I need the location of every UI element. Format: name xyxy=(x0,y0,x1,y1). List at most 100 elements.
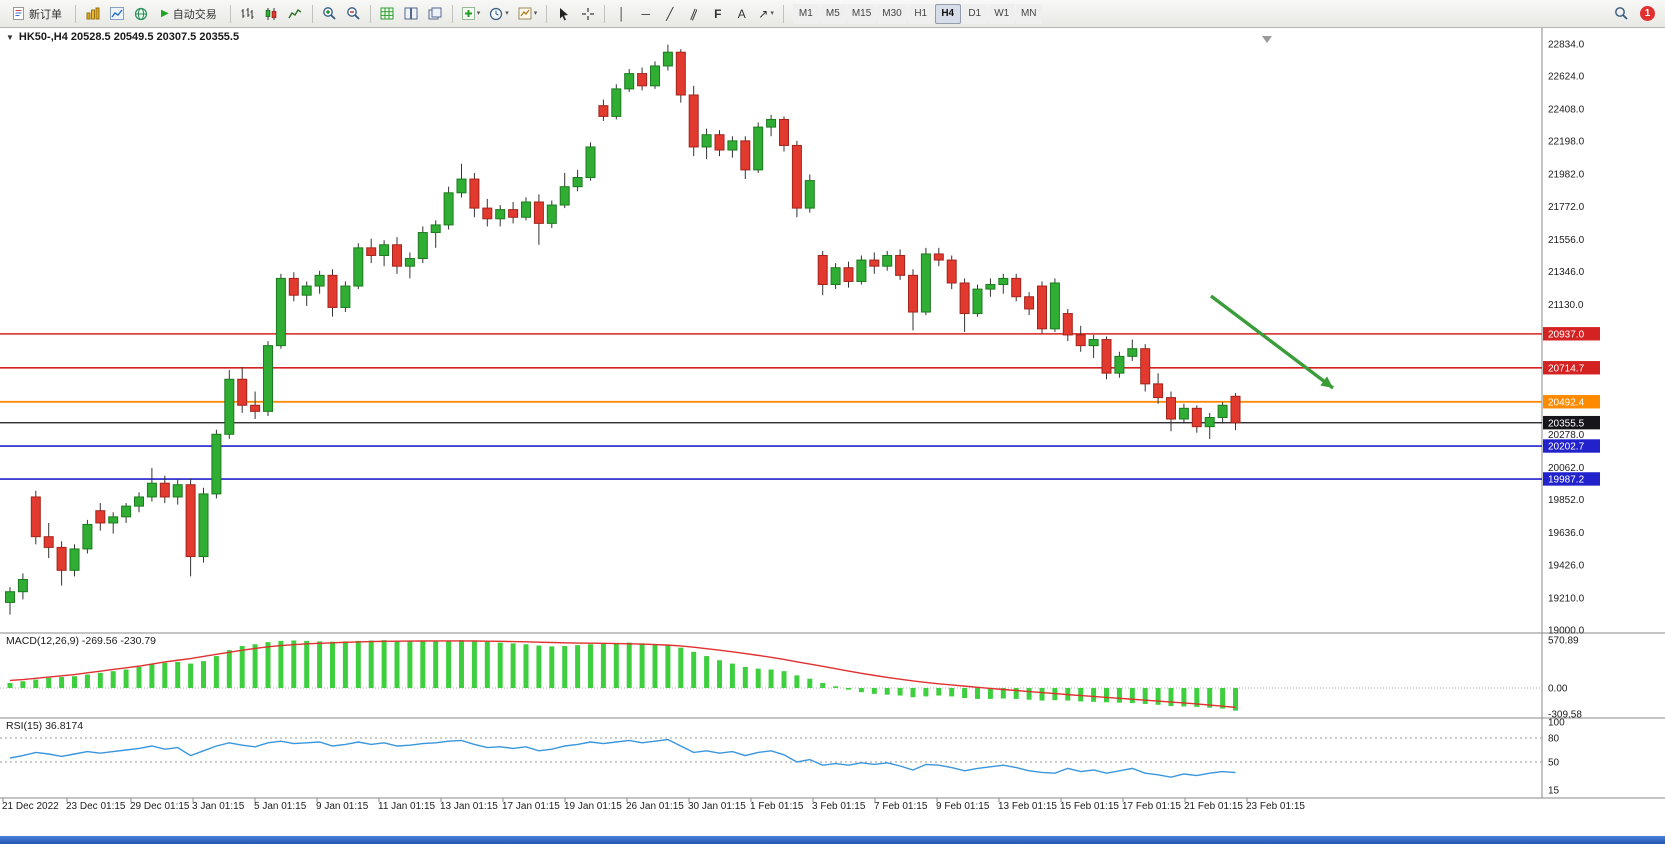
svg-text:13 Feb 01:15: 13 Feb 01:15 xyxy=(998,801,1057,812)
svg-text:21346.0: 21346.0 xyxy=(1548,267,1585,278)
tile-windows-icon[interactable] xyxy=(400,3,423,25)
timeframe-m1[interactable]: M1 xyxy=(792,3,819,24)
trend-arrow xyxy=(1209,294,1335,390)
svg-text:15 Feb 01:15: 15 Feb 01:15 xyxy=(1060,801,1119,812)
svg-text:20937.0: 20937.0 xyxy=(1548,329,1585,340)
timeframe-m15[interactable]: M15 xyxy=(846,3,877,24)
svg-text:3 Jan 01:15: 3 Jan 01:15 xyxy=(192,801,245,812)
new-order-icon xyxy=(13,7,24,20)
toolbar-separator xyxy=(369,4,371,23)
chevron-down-icon: ▾ xyxy=(505,10,509,17)
svg-text:11 Jan 01:15: 11 Jan 01:15 xyxy=(378,801,436,812)
toolbar-separator xyxy=(451,4,453,23)
timeframe-m30[interactable]: M30 xyxy=(877,3,907,24)
svg-text:100: 100 xyxy=(1548,718,1565,729)
chart-canvas[interactable]: 22834.0 22624.0 22408.0 22198.0 21982.0 21772… xyxy=(0,28,1665,836)
rsi-layer: 100 80 50 15 xyxy=(0,718,1565,797)
svg-text:19 Jan 01:15: 19 Jan 01:15 xyxy=(564,801,622,812)
svg-text:21130.0: 21130.0 xyxy=(1548,300,1584,311)
price-axis: 22834.0 22624.0 22408.0 22198.0 21982.0 21772… xyxy=(1548,39,1585,636)
svg-text:19000.0: 19000.0 xyxy=(1548,625,1585,636)
template-icon xyxy=(518,7,532,20)
svg-text:22834.0: 22834.0 xyxy=(1548,39,1585,50)
add-indicator-button[interactable]: ▾ xyxy=(458,3,485,25)
arrows-tool[interactable]: ↗ ▾ xyxy=(754,3,778,25)
new-order-button[interactable]: 新订单 xyxy=(4,3,70,25)
svg-text:21556.0: 21556.0 xyxy=(1548,235,1585,246)
fibonacci-tool[interactable]: F xyxy=(706,3,729,25)
candlestick-chart-type-icon[interactable] xyxy=(260,3,283,25)
svg-text:13 Jan 01:15: 13 Jan 01:15 xyxy=(440,801,498,812)
svg-text:0.00: 0.00 xyxy=(1548,683,1568,694)
vertical-line-tool[interactable]: │ xyxy=(610,3,633,25)
clock-icon xyxy=(490,7,503,20)
svg-text:9 Feb 01:15: 9 Feb 01:15 xyxy=(936,801,990,812)
svg-text:22198.0: 22198.0 xyxy=(1548,137,1585,148)
timeframe-h4[interactable]: H4 xyxy=(934,3,961,24)
template-button[interactable]: ▾ xyxy=(514,3,542,25)
bar-chart-type-icon[interactable] xyxy=(236,3,259,25)
svg-text:5 Jan 01:15: 5 Jan 01:15 xyxy=(254,801,307,812)
profile-chart-icon[interactable] xyxy=(105,3,128,25)
timeframe-w1[interactable]: W1 xyxy=(988,3,1015,24)
svg-text:19987.2: 19987.2 xyxy=(1548,475,1585,486)
svg-text:21 Feb 01:15: 21 Feb 01:15 xyxy=(1184,801,1243,812)
svg-text:80: 80 xyxy=(1548,734,1560,745)
period-clock-button[interactable]: ▾ xyxy=(485,3,513,25)
time-axis: 21 Dec 2022 23 Dec 01:15 29 Dec 01:15 3 Jan… xyxy=(2,798,1305,812)
svg-text:50: 50 xyxy=(1548,758,1560,769)
main-toolbar: 新订单 ▶ 自动交易 ▾ xyxy=(0,0,1665,28)
timeframe-m5[interactable]: M5 xyxy=(819,3,846,24)
crosshair-tool-icon[interactable] xyxy=(576,3,599,25)
toolbar-separator xyxy=(782,4,784,23)
svg-text:29 Dec 01:15: 29 Dec 01:15 xyxy=(130,801,190,812)
svg-text:21 Dec 2022: 21 Dec 2022 xyxy=(2,801,59,812)
svg-text:20355.5: 20355.5 xyxy=(1548,418,1585,429)
panel-frame xyxy=(0,28,1665,799)
svg-text:20278.0: 20278.0 xyxy=(1548,430,1585,441)
svg-text:17 Feb 01:15: 17 Feb 01:15 xyxy=(1122,801,1181,812)
autotrading-play-icon: ▶ xyxy=(161,7,169,19)
macd-layer: 570.89 0.00 -309.58 xyxy=(0,636,1582,721)
svg-text:570.89: 570.89 xyxy=(1548,636,1579,647)
svg-text:23 Dec 01:15: 23 Dec 01:15 xyxy=(66,801,126,812)
notification-badge[interactable]: 1 xyxy=(1640,6,1655,21)
autotrading-label: 自动交易 xyxy=(172,8,217,21)
cascade-windows-icon[interactable] xyxy=(424,3,447,25)
taskbar-edge xyxy=(0,836,1665,844)
autotrading-button[interactable]: ▶ 自动交易 xyxy=(153,3,225,25)
line-chart-type-icon[interactable] xyxy=(284,3,307,25)
chevron-down-icon: ▾ xyxy=(533,10,538,17)
channel-tool[interactable]: ∥ xyxy=(682,3,705,25)
svg-text:22408.0: 22408.0 xyxy=(1548,105,1585,116)
market-watch-globe-icon[interactable] xyxy=(129,3,152,25)
svg-text:23 Feb 01:15: 23 Feb 01:15 xyxy=(1246,801,1305,812)
chart-window: 22834.0 22624.0 22408.0 22198.0 21982.0 21772… xyxy=(0,28,1665,836)
grid-icon[interactable] xyxy=(376,3,399,25)
horizontal-line-tool[interactable]: ─ xyxy=(634,3,657,25)
svg-text:20202.7: 20202.7 xyxy=(1548,442,1585,453)
svg-text:19210.0: 19210.0 xyxy=(1548,593,1585,604)
svg-text:9 Jan 01:15: 9 Jan 01:15 xyxy=(316,801,369,812)
toolbar-separator xyxy=(604,4,606,23)
trendline-tool[interactable]: ╱ xyxy=(658,3,681,25)
svg-text:3 Feb 01:15: 3 Feb 01:15 xyxy=(812,801,866,812)
chevron-down-icon: ▾ xyxy=(770,10,774,17)
svg-text:19852.0: 19852.0 xyxy=(1548,495,1585,506)
timeframe-d1[interactable]: D1 xyxy=(961,3,988,24)
zoom-in-icon[interactable] xyxy=(318,3,341,25)
cursor-tool-icon[interactable] xyxy=(552,3,575,25)
svg-text:21772.0: 21772.0 xyxy=(1548,202,1585,213)
search-icon[interactable] xyxy=(1610,3,1633,25)
text-tool[interactable]: A xyxy=(730,3,753,25)
svg-text:19426.0: 19426.0 xyxy=(1548,560,1585,571)
timeframe-mn[interactable]: MN xyxy=(1015,3,1042,24)
timeframe-group: M1 M5 M15 M30 H1 H4 D1 W1 MN xyxy=(792,3,1042,24)
charts-icon[interactable] xyxy=(81,3,104,25)
svg-text:20492.4: 20492.4 xyxy=(1548,397,1585,408)
toolbar-separator xyxy=(311,4,313,23)
timeframe-h1[interactable]: H1 xyxy=(907,3,934,24)
zoom-out-icon[interactable] xyxy=(342,3,365,25)
svg-text:21982.0: 21982.0 xyxy=(1548,170,1585,181)
svg-text:7 Feb 01:15: 7 Feb 01:15 xyxy=(874,801,928,812)
